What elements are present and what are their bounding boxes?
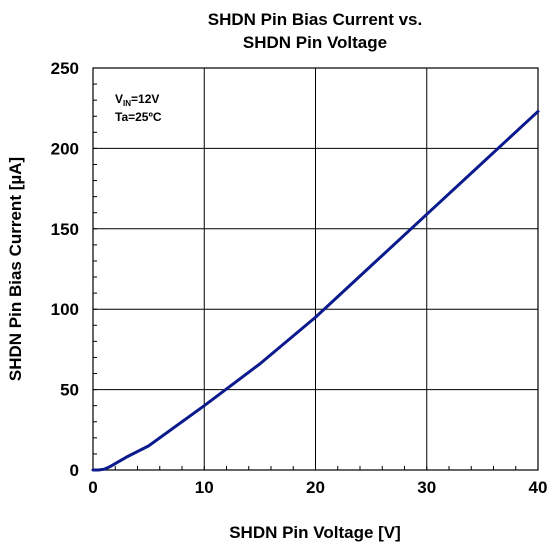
series-line-bias-current [91,109,540,472]
x-tick-label-4: 40 [529,478,548,497]
plot-border [92,67,539,471]
x-tick-label-0: 0 [88,478,97,497]
y-tick-labels: 0 50 100 150 200 250 [51,59,79,480]
x-tick-label-3: 30 [417,478,436,497]
y-axis-label: SHDN Pin Bias Current [µA] [6,157,25,381]
y-tick-label-5: 250 [51,59,79,78]
chart-title-line-1: SHDN Pin Bias Current vs. [207,10,423,29]
y-tick-label-1: 50 [60,381,79,400]
x-tick-label-2: 20 [306,478,325,497]
annotation-vin-main: V [115,92,123,106]
annotation-vin: VIN=12V [115,92,159,108]
annotation-vin-subscript: IN [123,99,131,108]
plot-area [91,67,540,472]
annotation-vin-value: =12V [131,92,159,106]
grid-lines [93,68,538,470]
annotation-ta: Ta=25ºC [115,110,162,124]
x-axis-label: SHDN Pin Voltage [V] [229,523,401,542]
y-tick-label-0: 0 [70,461,79,480]
y-tick-label-4: 200 [51,139,79,158]
chart-title: SHDN Pin Bias Current vs. SHDN Pin Volta… [92,8,538,54]
y-tick-label-2: 100 [51,300,79,319]
chart-title-line-2: SHDN Pin Voltage [242,33,388,52]
annotation-block: VIN=12V Ta=25ºC [115,92,162,124]
x-tick-label-1: 10 [195,478,214,497]
x-tick-labels: 0 10 20 30 40 [88,478,547,497]
y-tick-label-3: 150 [51,220,79,239]
